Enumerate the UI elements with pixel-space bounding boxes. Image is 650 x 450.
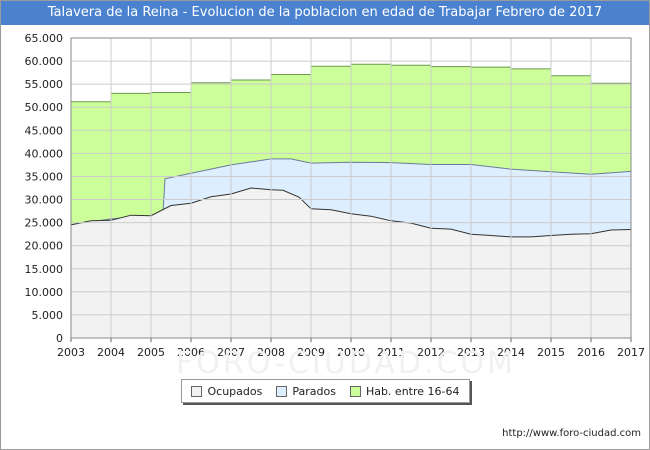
y-tick-label: 60.000 bbox=[25, 55, 64, 68]
legend-label-ocupados: Ocupados bbox=[207, 384, 263, 398]
y-tick-label: 30.000 bbox=[25, 194, 64, 207]
title-bar: Talavera de la Reina - Evolucion de la p… bbox=[1, 1, 649, 25]
y-tick-label: 25.000 bbox=[25, 217, 64, 230]
legend: Ocupados Parados Hab. entre 16-64 bbox=[181, 379, 470, 403]
x-tick-label: 2011 bbox=[377, 346, 405, 359]
y-tick-label: 5.000 bbox=[32, 309, 64, 322]
legend-label-hab: Hab. entre 16-64 bbox=[365, 384, 460, 398]
x-tick-label: 2003 bbox=[57, 346, 85, 359]
legend-item-hab: Hab. entre 16-64 bbox=[349, 384, 460, 398]
y-tick-label: 15.000 bbox=[25, 263, 64, 276]
y-tick-label: 40.000 bbox=[25, 147, 64, 160]
x-tick-label: 2016 bbox=[577, 346, 605, 359]
watermark: FORO-CIUDAD.COM bbox=[176, 346, 516, 381]
y-tick-label: 50.000 bbox=[25, 101, 64, 114]
x-tick-label: 2007 bbox=[217, 346, 245, 359]
y-tick-label: 10.000 bbox=[25, 286, 64, 299]
legend-swatch-ocupados bbox=[191, 385, 203, 397]
legend-swatch-hab bbox=[349, 385, 361, 397]
y-tick-label: 35.000 bbox=[25, 170, 64, 183]
x-tick-label: 2017 bbox=[617, 346, 645, 359]
y-tick-label: 55.000 bbox=[25, 78, 64, 91]
x-tick-label: 2014 bbox=[497, 346, 525, 359]
x-tick-label: 2005 bbox=[137, 346, 165, 359]
y-tick-label: 20.000 bbox=[25, 240, 64, 253]
legend-item-ocupados: Ocupados bbox=[191, 385, 262, 398]
y-tick-label: 45.000 bbox=[25, 124, 64, 137]
series-line-ocupados bbox=[70, 187, 632, 238]
x-tick-label: 2009 bbox=[297, 346, 325, 359]
source-link[interactable]: http://www.foro-ciudad.com bbox=[502, 428, 641, 439]
x-tick-label: 2008 bbox=[257, 346, 285, 359]
y-tick-label: 0 bbox=[56, 332, 63, 345]
x-tick-label: 2004 bbox=[97, 346, 125, 359]
legend-swatch-parados bbox=[276, 385, 288, 397]
legend-item-parados: Parados bbox=[276, 385, 336, 398]
legend-label-parados: Parados bbox=[292, 384, 336, 398]
x-tick-label: 2012 bbox=[417, 346, 445, 359]
chart-title: Talavera de la Reina - Evolucion de la p… bbox=[47, 5, 603, 20]
x-tick-label: 2010 bbox=[337, 346, 365, 359]
x-tick-label: 2015 bbox=[537, 346, 565, 359]
x-tick-label: 2013 bbox=[457, 346, 485, 359]
y-tick-label: 65.000 bbox=[25, 32, 64, 45]
x-tick-label: 2006 bbox=[177, 346, 205, 359]
plot-border bbox=[70, 37, 632, 339]
